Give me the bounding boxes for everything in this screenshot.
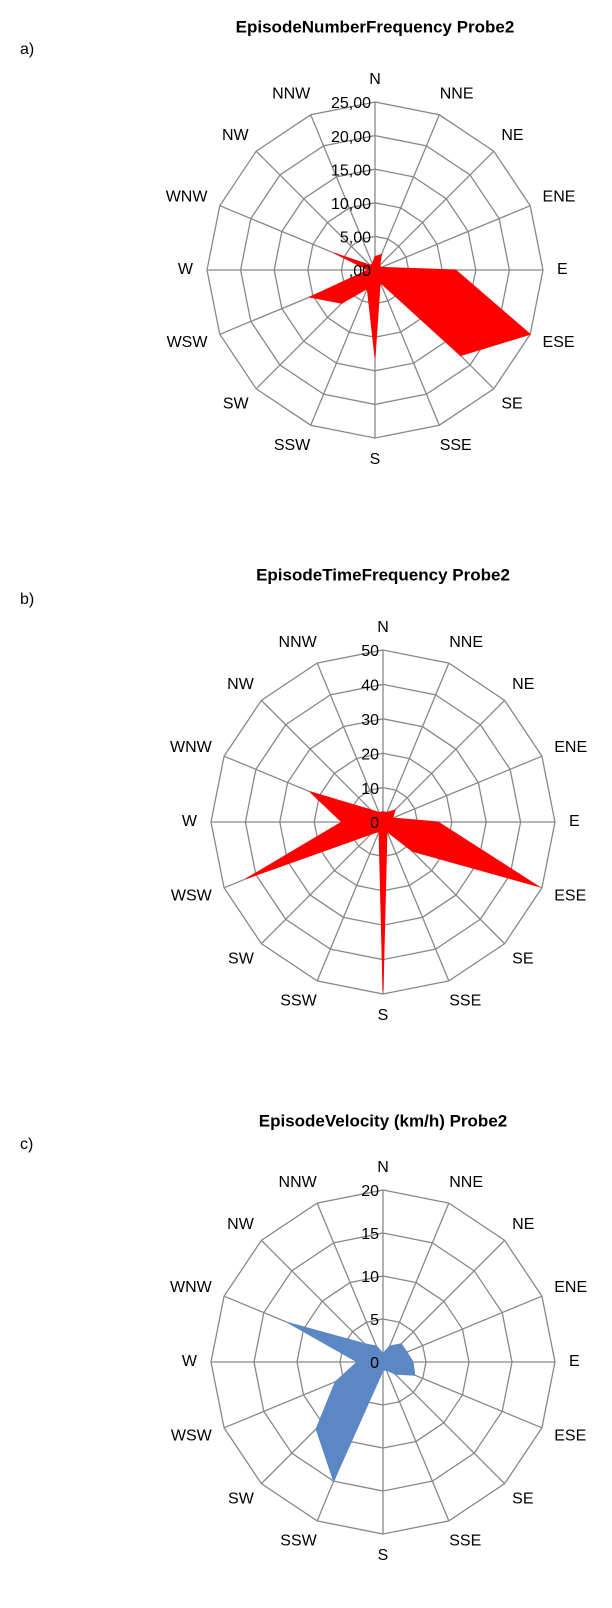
axis-label: SSW bbox=[274, 437, 311, 454]
axis-label: SE bbox=[512, 1490, 533, 1507]
spoke bbox=[382, 699, 506, 823]
spoke bbox=[374, 269, 440, 426]
chart-title: EpisodeNumberFrequency Probe2 bbox=[236, 17, 515, 36]
spoke bbox=[310, 269, 376, 426]
data-area bbox=[287, 1322, 416, 1483]
spoke bbox=[260, 699, 384, 823]
axis-label: N bbox=[377, 1159, 389, 1176]
axis-label: SW bbox=[223, 396, 250, 413]
spoke bbox=[374, 205, 531, 271]
tick-label: 20 bbox=[361, 746, 379, 763]
axis-label: SSE bbox=[440, 437, 472, 454]
axis-label: ENE bbox=[543, 189, 576, 206]
axis-label: E bbox=[557, 261, 568, 278]
spoke bbox=[382, 755, 543, 823]
spoke bbox=[316, 821, 384, 982]
spoke bbox=[255, 150, 376, 271]
axis-label: ESE bbox=[543, 334, 575, 351]
chart-title: EpisodeVelocity (km/h) Probe2 bbox=[259, 1111, 507, 1130]
tick-label: 5,00 bbox=[340, 230, 371, 247]
chart-title: EpisodeTimeFrequency Probe2 bbox=[256, 565, 510, 584]
axis-label: WNW bbox=[166, 189, 209, 206]
axis-label: NW bbox=[222, 127, 250, 144]
axis-label: WNW bbox=[170, 739, 213, 756]
axis-label: SSW bbox=[280, 992, 317, 1009]
tick-label: 20 bbox=[361, 1183, 379, 1200]
spoke bbox=[382, 1202, 450, 1363]
tick-label: ,00 bbox=[349, 263, 371, 280]
axis-label: SW bbox=[228, 950, 255, 967]
panel-label: c) bbox=[20, 1136, 33, 1153]
axis-label: ESE bbox=[554, 887, 586, 904]
axis-label: NE bbox=[512, 676, 534, 693]
axis-label: WSW bbox=[171, 1427, 213, 1444]
spoke bbox=[374, 150, 495, 271]
spoke bbox=[260, 821, 384, 945]
spoke bbox=[382, 662, 450, 823]
axis-label: SE bbox=[501, 396, 522, 413]
axis-label: S bbox=[370, 451, 381, 468]
spoke bbox=[382, 1239, 506, 1363]
tick-label: 10,00 bbox=[331, 196, 371, 213]
axis-label: W bbox=[178, 261, 194, 278]
axis-label: NNW bbox=[272, 86, 311, 103]
spoke bbox=[316, 662, 384, 823]
axis-label: ESE bbox=[554, 1427, 586, 1444]
axis-label: SE bbox=[512, 950, 533, 967]
axis-label: NE bbox=[512, 1216, 534, 1233]
tick-label: 15 bbox=[361, 1226, 379, 1243]
axis-label: WSW bbox=[167, 334, 209, 351]
tick-label: 5 bbox=[370, 1312, 379, 1329]
tick-label: 25,00 bbox=[331, 95, 371, 112]
spoke bbox=[374, 114, 440, 271]
tick-label: 30 bbox=[361, 712, 379, 729]
data-area bbox=[308, 252, 532, 358]
axis-label: SW bbox=[228, 1490, 255, 1507]
axis-label: SSE bbox=[449, 992, 481, 1009]
data-area bbox=[246, 791, 539, 991]
axis-label: E bbox=[569, 813, 580, 830]
spoke bbox=[382, 1361, 450, 1522]
axis-label: S bbox=[378, 1007, 389, 1024]
axis-label: S bbox=[378, 1547, 389, 1564]
spoke bbox=[316, 1202, 384, 1363]
tick-label: 50 bbox=[361, 643, 379, 660]
axis-label: WNW bbox=[170, 1279, 213, 1296]
panel-label: a) bbox=[20, 41, 34, 58]
tick-label: 10 bbox=[361, 781, 379, 798]
axis-label: NNE bbox=[449, 1174, 483, 1191]
axis-label: NNW bbox=[279, 634, 318, 651]
tick-label: 40 bbox=[361, 678, 379, 695]
spoke bbox=[382, 1361, 506, 1485]
spoke bbox=[382, 821, 450, 982]
axis-label: E bbox=[569, 1353, 580, 1370]
spoke bbox=[382, 1295, 543, 1363]
axis-label: N bbox=[369, 71, 381, 88]
panel-label: b) bbox=[20, 591, 34, 608]
tick-label: 10 bbox=[361, 1269, 379, 1286]
tick-label: 0 bbox=[370, 1355, 379, 1372]
tick-label: 15,00 bbox=[331, 162, 371, 179]
axis-label: NNW bbox=[279, 1174, 318, 1191]
axis-label: NNE bbox=[440, 86, 474, 103]
axis-label: ENE bbox=[554, 1279, 587, 1296]
tick-label: 20,00 bbox=[331, 129, 371, 146]
axis-label: N bbox=[377, 619, 389, 636]
axis-label: SSW bbox=[280, 1532, 317, 1549]
axis-label: NNE bbox=[449, 634, 483, 651]
axis-label: ENE bbox=[554, 739, 587, 756]
spoke bbox=[310, 114, 376, 271]
axis-label: NW bbox=[227, 676, 255, 693]
axis-label: WSW bbox=[171, 887, 213, 904]
axis-label: NE bbox=[501, 127, 523, 144]
axis-label: W bbox=[182, 813, 198, 830]
tick-label: 0 bbox=[370, 815, 379, 832]
axis-label: SSE bbox=[449, 1532, 481, 1549]
axis-label: W bbox=[182, 1353, 198, 1370]
axis-label: NW bbox=[227, 1216, 255, 1233]
spoke bbox=[260, 1239, 384, 1363]
